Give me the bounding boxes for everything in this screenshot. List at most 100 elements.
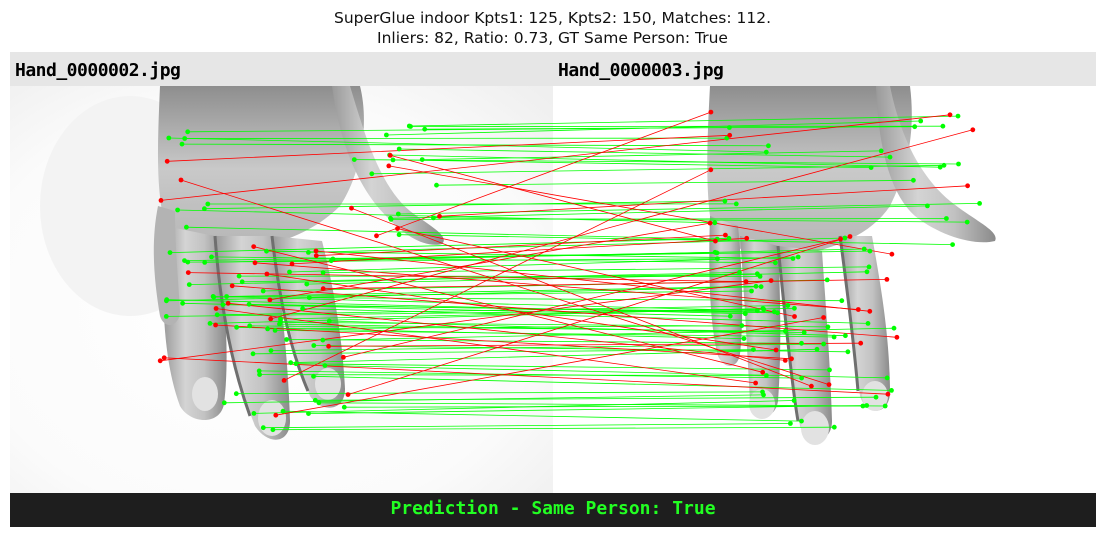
inlier-keypoint <box>268 348 274 353</box>
outlier-keypoint <box>326 343 331 349</box>
inlier-keypoint <box>207 321 213 326</box>
inlier-keypoint <box>431 215 436 221</box>
inlier-match-line <box>267 325 742 330</box>
inlier-keypoint <box>791 398 797 403</box>
inlier-keypoint <box>887 154 893 160</box>
inlier-keypoint <box>185 259 191 265</box>
match-canvas <box>10 86 1096 493</box>
inlier-match-line <box>204 251 716 263</box>
outlier-keypoint <box>273 412 279 418</box>
inlier-keypoint <box>180 300 186 306</box>
inlier-keypoint <box>843 333 848 339</box>
inlier-keypoint <box>179 141 185 147</box>
inlier-match-line <box>189 272 740 285</box>
inlier-keypoint <box>175 207 181 213</box>
inlier-keypoint <box>825 324 831 330</box>
inlier-keypoint <box>260 425 266 431</box>
outlier-match-line <box>266 273 777 351</box>
inlier-keypoint <box>341 404 347 410</box>
inlier-keypoint <box>369 171 375 177</box>
inlier-keypoint <box>326 318 332 324</box>
inlier-keypoint <box>964 219 970 225</box>
inlier-keypoint <box>799 375 804 381</box>
inlier-match-line <box>422 150 882 160</box>
inlier-match-line <box>302 308 869 324</box>
inlier-match-line <box>181 143 769 147</box>
outlier-match-line <box>160 114 951 201</box>
inlier-keypoint <box>727 313 733 319</box>
inlier-keypoint <box>320 337 326 343</box>
inlier-match-line <box>409 115 959 127</box>
inlier-keypoint <box>882 403 888 409</box>
inlier-keypoint <box>214 312 220 318</box>
match-visualization <box>10 86 1096 493</box>
inlier-match-line <box>315 396 877 401</box>
inlier-keypoint <box>300 306 305 312</box>
inlier-keypoint <box>891 325 897 331</box>
inlier-keypoint <box>312 397 318 403</box>
inlier-keypoint <box>944 216 949 221</box>
inlier-keypoint <box>184 224 189 230</box>
inlier-keypoint <box>265 326 270 332</box>
inlier-keypoint <box>773 260 778 266</box>
inlier-keypoint <box>889 388 894 393</box>
outlier-keypoint <box>847 234 853 239</box>
outlier-match-line <box>315 250 870 312</box>
outlier-keypoint <box>743 279 749 284</box>
inlier-keypoint <box>878 148 884 154</box>
outlier-keypoint <box>889 251 895 257</box>
outlier-match-line <box>439 185 968 217</box>
inlier-keypoint <box>278 316 283 322</box>
outlier-keypoint <box>374 233 379 239</box>
inlier-keypoint <box>868 165 874 170</box>
inlier-keypoint <box>284 337 289 342</box>
inlier-keypoint <box>251 411 257 416</box>
outlier-match-line <box>270 129 973 320</box>
inlier-keypoint <box>814 346 820 352</box>
inlier-keypoint <box>163 314 169 319</box>
inlier-match-line <box>290 348 818 364</box>
inlier-match-line <box>289 256 799 273</box>
inlier-keypoint <box>264 248 269 254</box>
outlier-keypoint <box>213 322 219 328</box>
outlier-keypoint <box>713 238 718 244</box>
outlier-match-line <box>328 342 861 347</box>
inlier-keypoint <box>233 391 239 397</box>
inlier-keypoint <box>270 427 276 433</box>
inlier-keypoint <box>304 281 310 287</box>
inlier-keypoint <box>799 340 804 346</box>
inlier-keypoint <box>419 157 425 162</box>
outlier-match-line <box>351 207 812 387</box>
outlier-keypoint <box>158 198 164 203</box>
outlier-keypoint <box>213 306 219 311</box>
inlier-keypoint <box>239 279 245 285</box>
inlier-match-line <box>249 303 778 314</box>
inlier-keypoint <box>316 400 322 406</box>
inlier-keypoint <box>406 123 412 129</box>
inlier-match-line <box>308 237 845 253</box>
inlier-keypoint <box>390 157 396 163</box>
inlier-keypoint <box>758 284 764 290</box>
inlier-keypoint <box>247 323 253 329</box>
outlier-keypoint <box>707 220 713 226</box>
prediction-text: Prediction - Same Person: True <box>390 498 716 519</box>
inlier-keypoint <box>395 211 401 217</box>
outlier-keypoint <box>789 356 794 362</box>
inlier-match-line <box>226 285 757 297</box>
inlier-keypoint <box>937 164 943 170</box>
outlier-keypoint <box>708 109 714 115</box>
inlier-keypoint <box>328 258 334 264</box>
outlier-keypoint <box>947 112 953 118</box>
figure-title: SuperGlue indoor Kpts1: 125, Kpts2: 150,… <box>0 8 1105 48</box>
outlier-keypoint <box>387 153 393 158</box>
inlier-keypoint <box>311 343 317 348</box>
inlier-keypoint <box>741 336 747 341</box>
inlier-keypoint <box>792 305 797 311</box>
outlier-keypoint <box>386 163 392 169</box>
inlier-keypoint <box>821 341 826 347</box>
inlier-keypoint <box>842 235 848 241</box>
inlier-keypoint <box>250 351 256 357</box>
outlier-keypoint <box>161 355 167 361</box>
inlier-match-line <box>313 375 892 391</box>
inlier-match-line <box>308 405 867 414</box>
